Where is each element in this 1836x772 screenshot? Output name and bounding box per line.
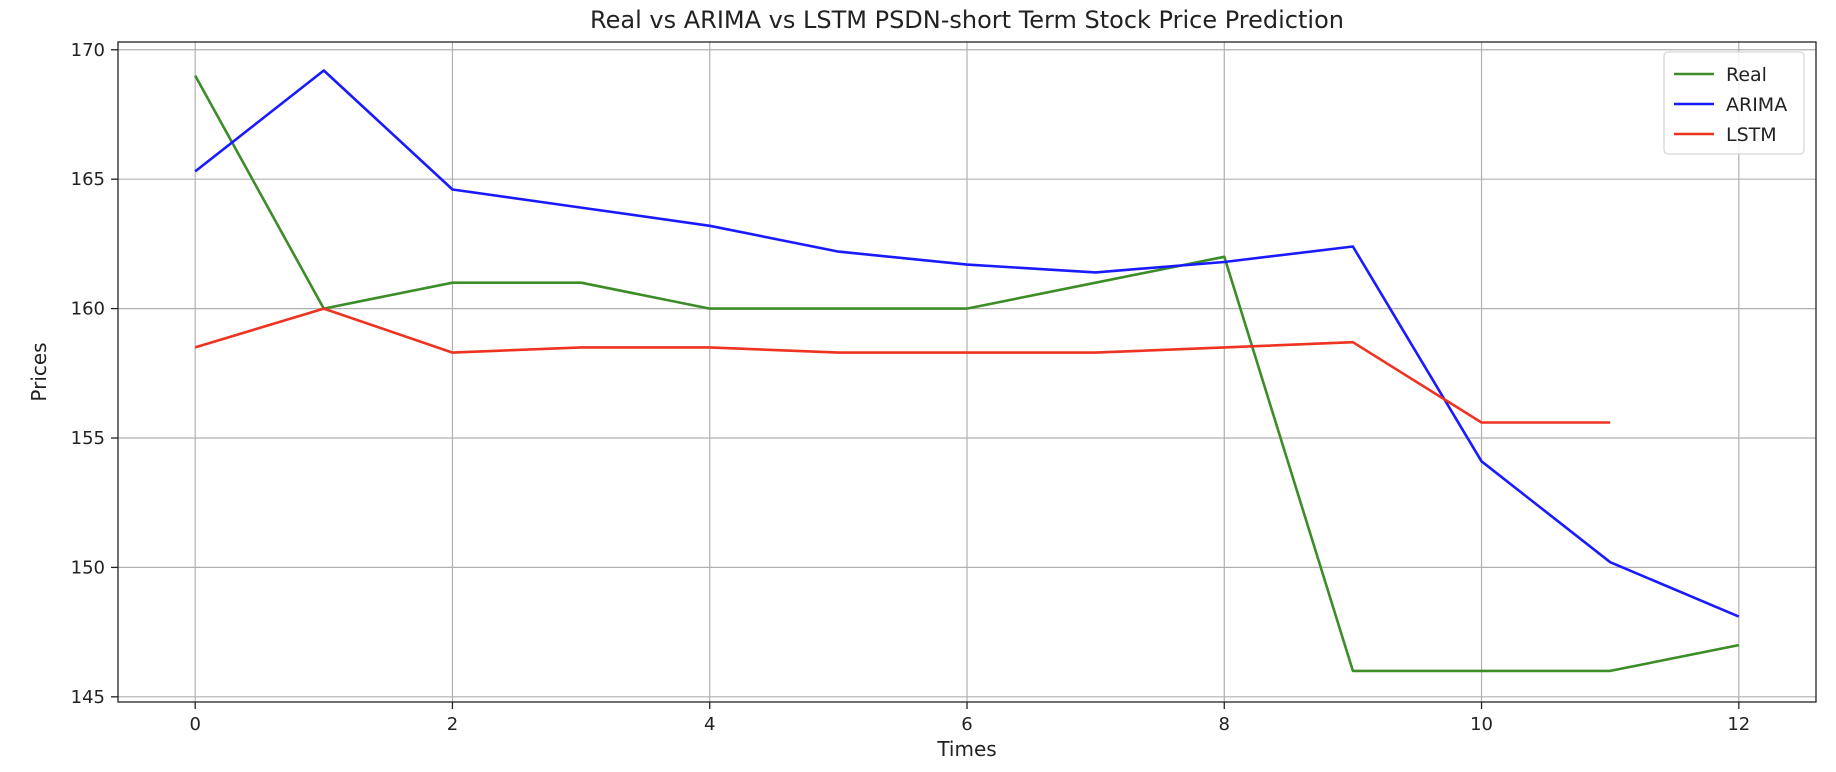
x-tick-label: 10	[1470, 714, 1493, 735]
legend-label-arima: ARIMA	[1726, 94, 1787, 116]
series-line-arima	[194, 69, 1740, 618]
x-tick-label: 0	[189, 714, 200, 735]
y-tick-label: 145	[71, 687, 105, 708]
x-tick-label: 8	[1219, 714, 1230, 735]
series-lines	[194, 69, 1740, 673]
x-tick-label: 12	[1727, 714, 1750, 735]
series-line-lstm	[194, 307, 1611, 424]
grid	[118, 42, 1816, 702]
legend: Real ARIMA LSTM	[1663, 51, 1805, 155]
legend-box	[1663, 51, 1805, 155]
y-tick-label: 150	[71, 557, 105, 578]
y-tick-label: 170	[71, 40, 105, 61]
x-tick-label: 6	[961, 714, 972, 735]
legend-label-lstm: LSTM	[1726, 124, 1777, 146]
series-line-real	[194, 74, 1740, 673]
x-tick-label: 4	[704, 714, 715, 735]
chart-title: Real vs ARIMA vs LSTM PSDN-short Term St…	[590, 6, 1344, 34]
y-tick-label: 160	[71, 299, 105, 320]
axis-ticks: 0 2 4 6 8 10 12 145 150 155 160 165 170	[71, 40, 1751, 735]
y-tick-label: 165	[71, 169, 105, 190]
x-axis-label: Times	[936, 737, 996, 761]
y-tick-label: 155	[71, 428, 105, 449]
x-tick-label: 2	[447, 714, 458, 735]
y-axis-label: Prices	[27, 342, 51, 401]
legend-label-real: Real	[1726, 64, 1767, 86]
